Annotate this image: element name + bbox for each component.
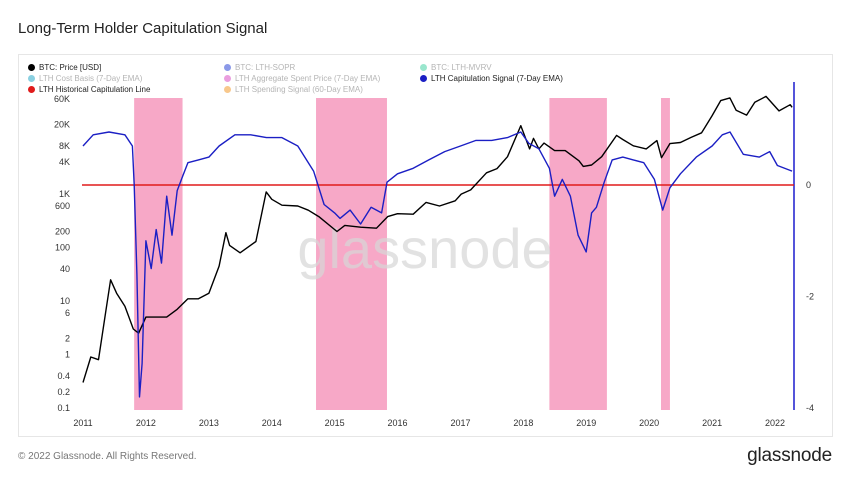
y-right-tick-label: -2 (806, 292, 814, 302)
capitulation-signal-line (82, 131, 793, 398)
capitulation-period-band (660, 98, 670, 410)
legend-label: LTH Capitulation Signal (7-Day EMA) (431, 74, 563, 83)
x-tick-label: 2019 (576, 418, 596, 428)
y-left-tick-label: 20K (54, 120, 70, 130)
x-tick-label: 2016 (387, 418, 407, 428)
x-tick-label: 2013 (199, 418, 219, 428)
y-left-tick-label: 200 (55, 226, 70, 236)
legend-label: LTH Spending Signal (60-Day EMA) (235, 85, 363, 94)
y-left-tick-label: 6 (65, 308, 70, 318)
x-tick-label: 2017 (451, 418, 471, 428)
legend-label: BTC: Price [USD] (39, 63, 102, 72)
x-tick-label: 2020 (639, 418, 659, 428)
y-left-tick-label: 4K (59, 157, 70, 167)
x-tick-label: 2021 (702, 418, 722, 428)
y-left-tick-label: 0.4 (57, 371, 70, 381)
legend-label: LTH Cost Basis (7-Day EMA) (39, 74, 143, 83)
legend-dot (28, 75, 35, 82)
x-tick-label: 2022 (765, 418, 785, 428)
y-right-tick-label: -4 (806, 403, 814, 413)
y-left-tick-label: 600 (55, 201, 70, 211)
legend-label: BTC: LTH-SOPR (235, 63, 296, 72)
x-tick-label: 2015 (325, 418, 345, 428)
legend-item-lth-historical-capitulation-line[interactable]: LTH Historical Capitulation Line (28, 84, 150, 95)
price-line (82, 95, 793, 383)
legend-label: BTC: LTH-MVRV (431, 63, 492, 72)
glassnode-logo: glassnode (747, 445, 832, 466)
legend-dot (28, 86, 35, 93)
legend-item-lth-spending-signal[interactable]: LTH Spending Signal (60-Day EMA) (224, 84, 363, 95)
legend-dot (224, 75, 231, 82)
y-left-tick-label: 1K (59, 189, 70, 199)
legend-dot (224, 64, 231, 71)
y-left-tick-label: 60K (54, 94, 70, 104)
legend-item-lth-sopr[interactable]: BTC: LTH-SOPR (224, 62, 295, 73)
y-left-tick-label: 100 (55, 243, 70, 253)
copyright-footer: © 2022 Glassnode. All Rights Reserved. (18, 451, 197, 462)
y-left-tick-label: 0.1 (57, 403, 70, 413)
legend-label: LTH Historical Capitulation Line (39, 85, 151, 94)
capitulation-period-band (316, 98, 387, 410)
legend-item-lth-capitulation-signal[interactable]: LTH Capitulation Signal (7-Day EMA) (420, 73, 563, 84)
legend-dot (28, 64, 35, 71)
y-left-tick-label: 8K (59, 141, 70, 151)
y-left-tick-label: 2 (65, 333, 70, 343)
chart-title: Long-Term Holder Capitulation Signal (18, 20, 268, 37)
capitulation-period-band (549, 98, 607, 410)
legend-dot (420, 64, 427, 71)
y-left-tick-label: 40 (60, 264, 70, 274)
x-tick-label: 2012 (136, 418, 156, 428)
legend-dot (420, 75, 427, 82)
x-tick-label: 2018 (513, 418, 533, 428)
y-left-tick-label: 1 (65, 350, 70, 360)
y-right-tick-label: 0 (806, 180, 811, 190)
x-tick-label: 2014 (262, 418, 282, 428)
y-left-tick-label: 10 (60, 296, 70, 306)
x-tick-label: 2011 (73, 418, 92, 428)
legend-label: LTH Aggregate Spent Price (7-Day EMA) (235, 74, 381, 83)
watermark-text: glassnode (297, 217, 552, 280)
legend-item-btc-price[interactable]: BTC: Price [USD] (28, 62, 101, 73)
legend-item-lth-mvrv[interactable]: BTC: LTH-MVRV (420, 62, 492, 73)
legend-item-lth-cost-basis[interactable]: LTH Cost Basis (7-Day EMA) (28, 73, 142, 84)
y-left-tick-label: 0.2 (57, 387, 70, 397)
legend-dot (224, 86, 231, 93)
legend-item-lth-aggregate-spent-price[interactable]: LTH Aggregate Spent Price (7-Day EMA) (224, 73, 380, 84)
